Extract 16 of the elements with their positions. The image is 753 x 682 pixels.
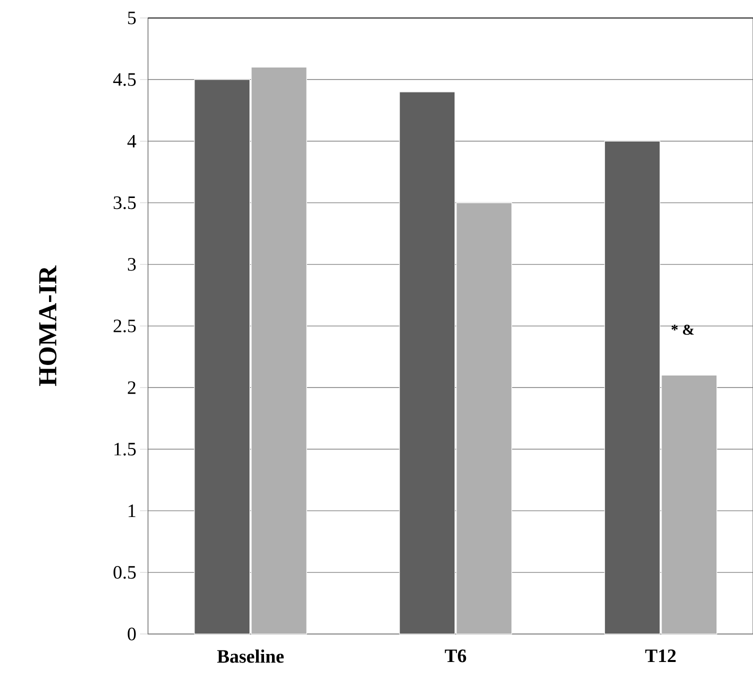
x-tick-label: T6 xyxy=(444,650,466,662)
x-tick-label: Baseline xyxy=(217,650,284,663)
y-tick-label: 2.5 xyxy=(114,320,136,332)
y-tick-label: 0 xyxy=(128,628,136,640)
y-tick-label: 4 xyxy=(127,134,136,148)
y-tick-label: 3 xyxy=(128,258,136,271)
x-tick-label: T12 xyxy=(645,650,676,662)
y-tick-label: 1.5 xyxy=(114,442,136,456)
y-tick-label: 3.5 xyxy=(114,196,136,210)
annotation: * & xyxy=(672,324,694,335)
y-axis-title: HOMA-IR xyxy=(39,265,56,386)
y-tick-label: 5 xyxy=(128,12,136,24)
y-tick-label: 2 xyxy=(128,381,136,394)
y-tick-label: 0.5 xyxy=(114,566,136,579)
y-tick-label: 4.5 xyxy=(113,73,136,86)
y-tick-label: 1 xyxy=(128,504,136,518)
